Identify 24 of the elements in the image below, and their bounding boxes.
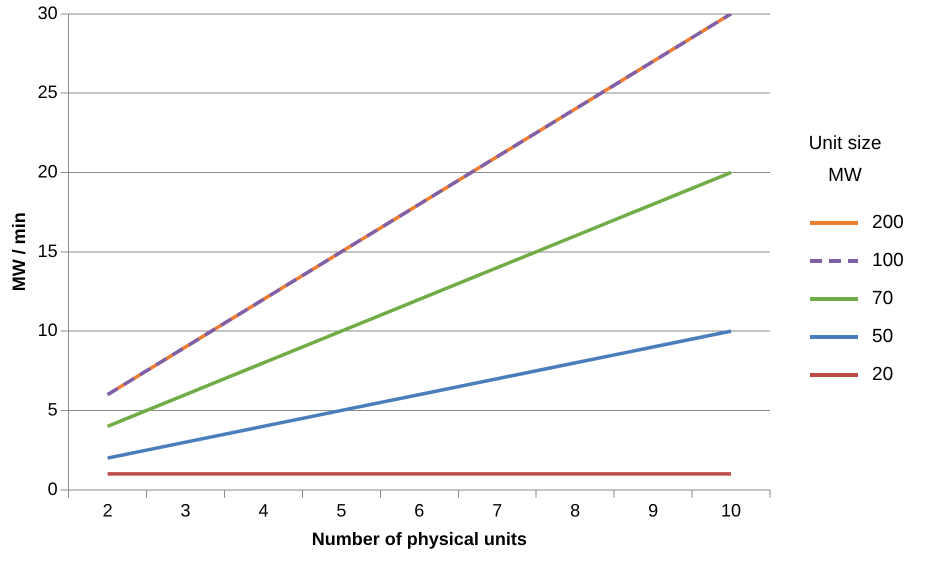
x-tick-label: 10 (721, 500, 742, 521)
y-tick-label: 30 (38, 2, 58, 23)
legend-label: 20 (872, 364, 894, 386)
x-axis-title: Number of physical units (312, 529, 527, 550)
y-tick-label: 25 (38, 82, 58, 102)
legend-label: 200 (872, 212, 904, 234)
x-tick-label: 2 (102, 500, 113, 521)
legend-label: 70 (872, 288, 894, 310)
y-tick-label: 15 (38, 240, 58, 261)
x-tick-label: 5 (336, 500, 346, 521)
y-tick-label: 0 (48, 478, 58, 499)
y-tick-label: 5 (48, 399, 58, 420)
x-tick-label: 6 (414, 500, 424, 521)
legend-label: 100 (872, 250, 904, 272)
legend-title: Unit size MW (808, 132, 882, 188)
legend-label: 50 (872, 326, 894, 348)
y-tick-label: 20 (38, 161, 58, 182)
y-axis-title: MW / min (8, 212, 29, 292)
x-tick-label: 9 (648, 500, 658, 521)
x-tick-label: 4 (258, 500, 268, 521)
x-tick-label: 8 (570, 500, 580, 521)
y-tick-label: 10 (38, 320, 58, 340)
x-tick-label: 3 (180, 500, 191, 521)
x-tick-label: 7 (492, 500, 502, 521)
